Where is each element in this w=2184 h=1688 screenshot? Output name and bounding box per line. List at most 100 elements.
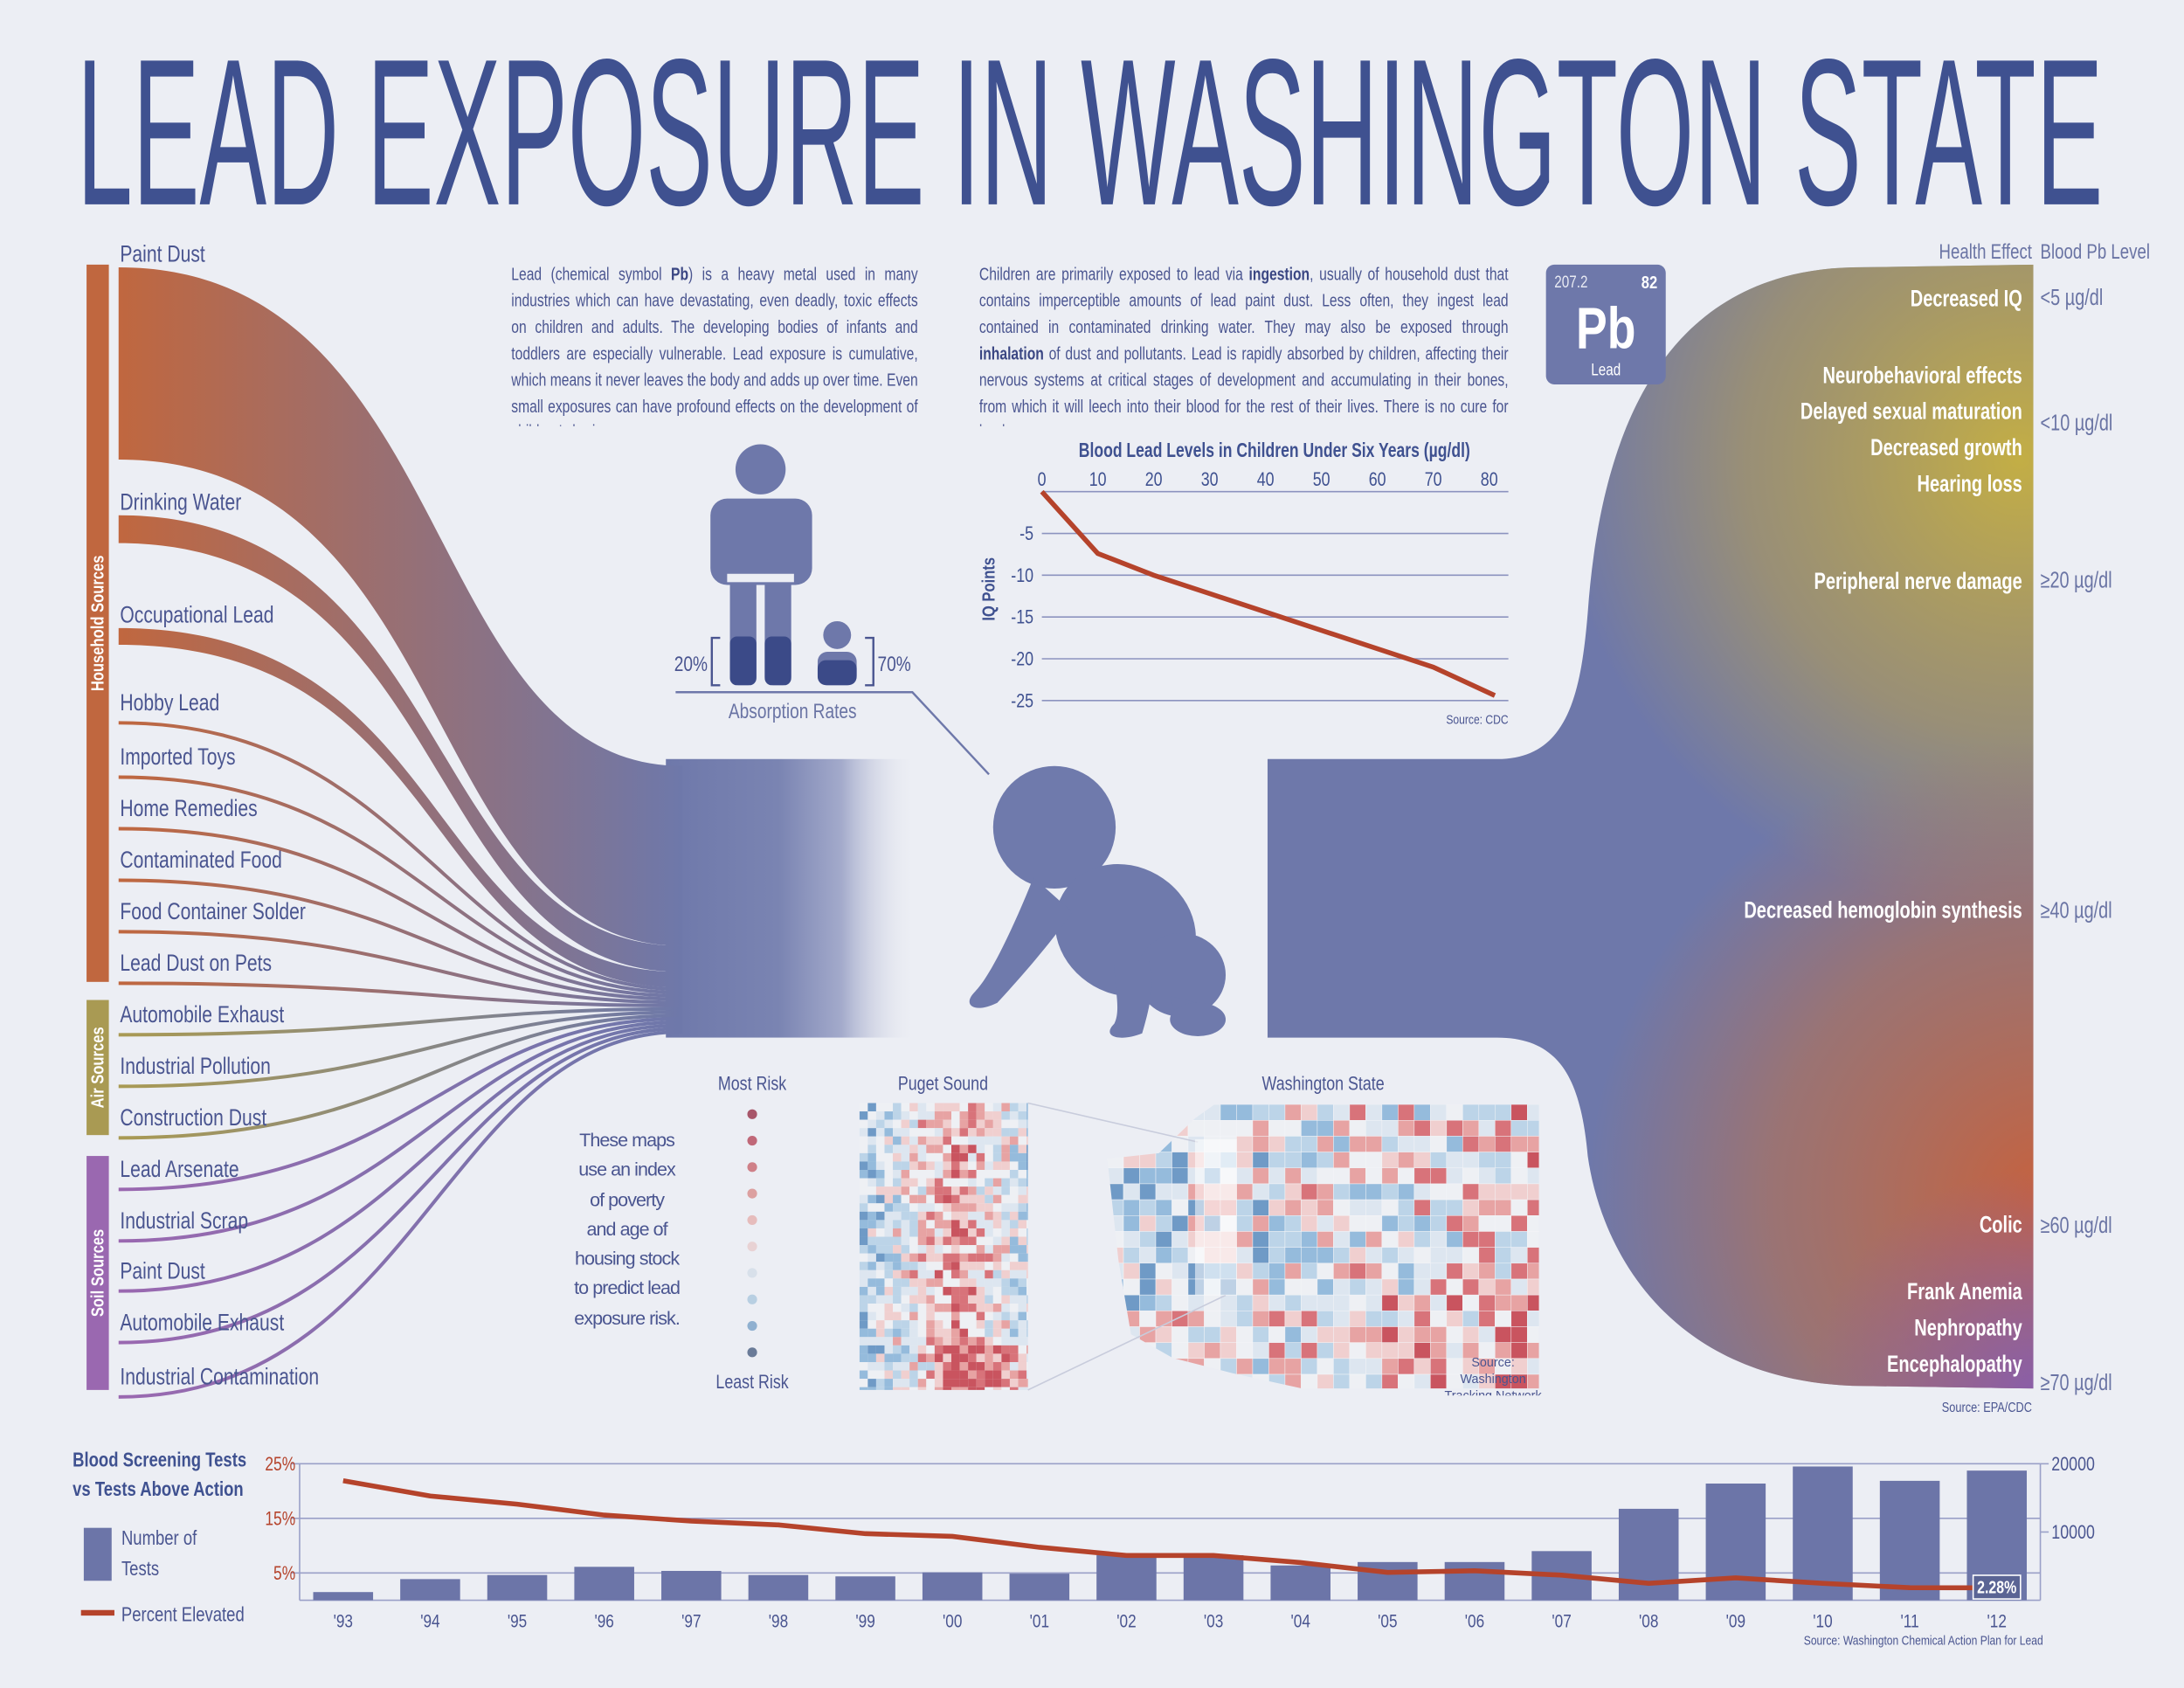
- map-cell: [1301, 1247, 1318, 1264]
- health-effect: Delayed sexual maturation: [1800, 398, 2022, 425]
- map-cell: [959, 1379, 969, 1387]
- map-cell: [917, 1186, 927, 1195]
- map-cell: [1349, 1342, 1366, 1359]
- map-cell: [934, 1152, 943, 1162]
- map-cell: [976, 1170, 985, 1179]
- map-cell: [884, 1145, 894, 1153]
- map-cell: [943, 1353, 951, 1362]
- map-cell: [1430, 1120, 1448, 1137]
- map-cell: [1171, 1120, 1189, 1137]
- map-cell: [1171, 1278, 1189, 1296]
- map-cell: [867, 1145, 876, 1153]
- map-cell: [951, 1236, 960, 1246]
- map-cell: [943, 1311, 951, 1321]
- map-cell: [909, 1295, 918, 1304]
- map-cell: [1171, 1358, 1189, 1375]
- map-cell: [867, 1111, 876, 1120]
- bar: [1183, 1555, 1244, 1601]
- map-cell: [992, 1353, 1002, 1362]
- map-cell: [1252, 1311, 1269, 1327]
- map-cell: [934, 1387, 943, 1390]
- map-cell: [1107, 1136, 1124, 1152]
- value-label-bg: [1972, 1574, 2022, 1600]
- map-cell: [926, 1269, 935, 1279]
- map-cell: [909, 1245, 918, 1254]
- map-cell: [985, 1152, 993, 1162]
- source-label: Paint Dust: [120, 1256, 205, 1283]
- map-cell: [917, 1119, 927, 1129]
- map-cell: [1009, 1145, 1019, 1153]
- map-cell: [968, 1278, 977, 1287]
- map-cell: [1381, 1152, 1399, 1169]
- map-cell: [1204, 1311, 1221, 1327]
- map-cell: [1026, 1161, 1028, 1171]
- map-cell: [901, 1152, 910, 1162]
- percent-line: [342, 1477, 1997, 1591]
- map-cell: [901, 1186, 910, 1195]
- map-cell: [959, 1320, 969, 1329]
- map-cell: [968, 1170, 977, 1179]
- map-cell: [943, 1152, 951, 1162]
- map-cell: [867, 1304, 876, 1312]
- map-cell: [1236, 1294, 1254, 1311]
- map-cell: [1478, 1278, 1496, 1296]
- map-cell: [1510, 1215, 1528, 1232]
- map-cell: [951, 1286, 960, 1296]
- map-cell: [1495, 1167, 1512, 1185]
- map-cell: [934, 1370, 943, 1380]
- map-cell: [867, 1103, 876, 1112]
- map-cell: [1204, 1373, 1221, 1389]
- map-cell: [1123, 1183, 1140, 1200]
- map-cell: [917, 1353, 927, 1362]
- map-cell: [1413, 1263, 1431, 1280]
- map-cell: [976, 1178, 985, 1187]
- map-cell: [934, 1145, 943, 1153]
- map-cell: [1446, 1183, 1463, 1200]
- map-cell: [1018, 1361, 1027, 1371]
- map-cell: [1155, 1278, 1172, 1296]
- map-cell: [1236, 1311, 1254, 1327]
- source-group-label: Household Sources: [87, 556, 107, 692]
- map-cell: [1107, 1263, 1124, 1280]
- map-cell: [1365, 1342, 1383, 1359]
- map-cell: [959, 1161, 969, 1171]
- map-cell: [1139, 1231, 1157, 1248]
- map-cell: [926, 1286, 935, 1296]
- map-cell: [926, 1320, 935, 1329]
- map-cell: [1430, 1231, 1448, 1248]
- map-cell: [1495, 1199, 1512, 1216]
- map-cell: [867, 1379, 876, 1387]
- map-cell: [901, 1262, 910, 1270]
- map-cell: [1001, 1311, 1010, 1321]
- map-cell: [859, 1236, 868, 1246]
- map-cell: [1107, 1104, 1124, 1121]
- state-map: [1107, 1104, 1539, 1389]
- map-cell: [1430, 1278, 1448, 1296]
- map-cell: [959, 1228, 969, 1237]
- map-cell: [1365, 1326, 1383, 1343]
- map-cell: [893, 1379, 902, 1387]
- map-cell: [1381, 1183, 1399, 1200]
- map-cell: [1398, 1311, 1415, 1327]
- map-cell: [917, 1345, 927, 1354]
- map-cell: [875, 1320, 885, 1329]
- map-cell: [1349, 1326, 1366, 1343]
- map-cell: [1478, 1231, 1496, 1248]
- map-cell: [859, 1304, 868, 1312]
- map-cell: [1204, 1358, 1221, 1375]
- map-cell: [1284, 1215, 1302, 1232]
- map-cell: [1478, 1199, 1496, 1216]
- map-cell: [1155, 1136, 1172, 1152]
- map-cell: [1430, 1167, 1448, 1185]
- map-cell: [992, 1194, 1002, 1204]
- intro-box: Lead (chemical symbol Pb) is a heavy met…: [511, 265, 917, 426]
- map-cell: [1317, 1152, 1334, 1169]
- map-cell: [934, 1128, 943, 1137]
- map-cell: [1187, 1373, 1205, 1389]
- map-cell: [1018, 1320, 1027, 1329]
- map-cell: [1139, 1278, 1157, 1296]
- map-cell: [976, 1320, 985, 1329]
- map-cell: [1001, 1186, 1010, 1195]
- map-cell: [875, 1136, 885, 1145]
- map-cell: [1026, 1278, 1028, 1287]
